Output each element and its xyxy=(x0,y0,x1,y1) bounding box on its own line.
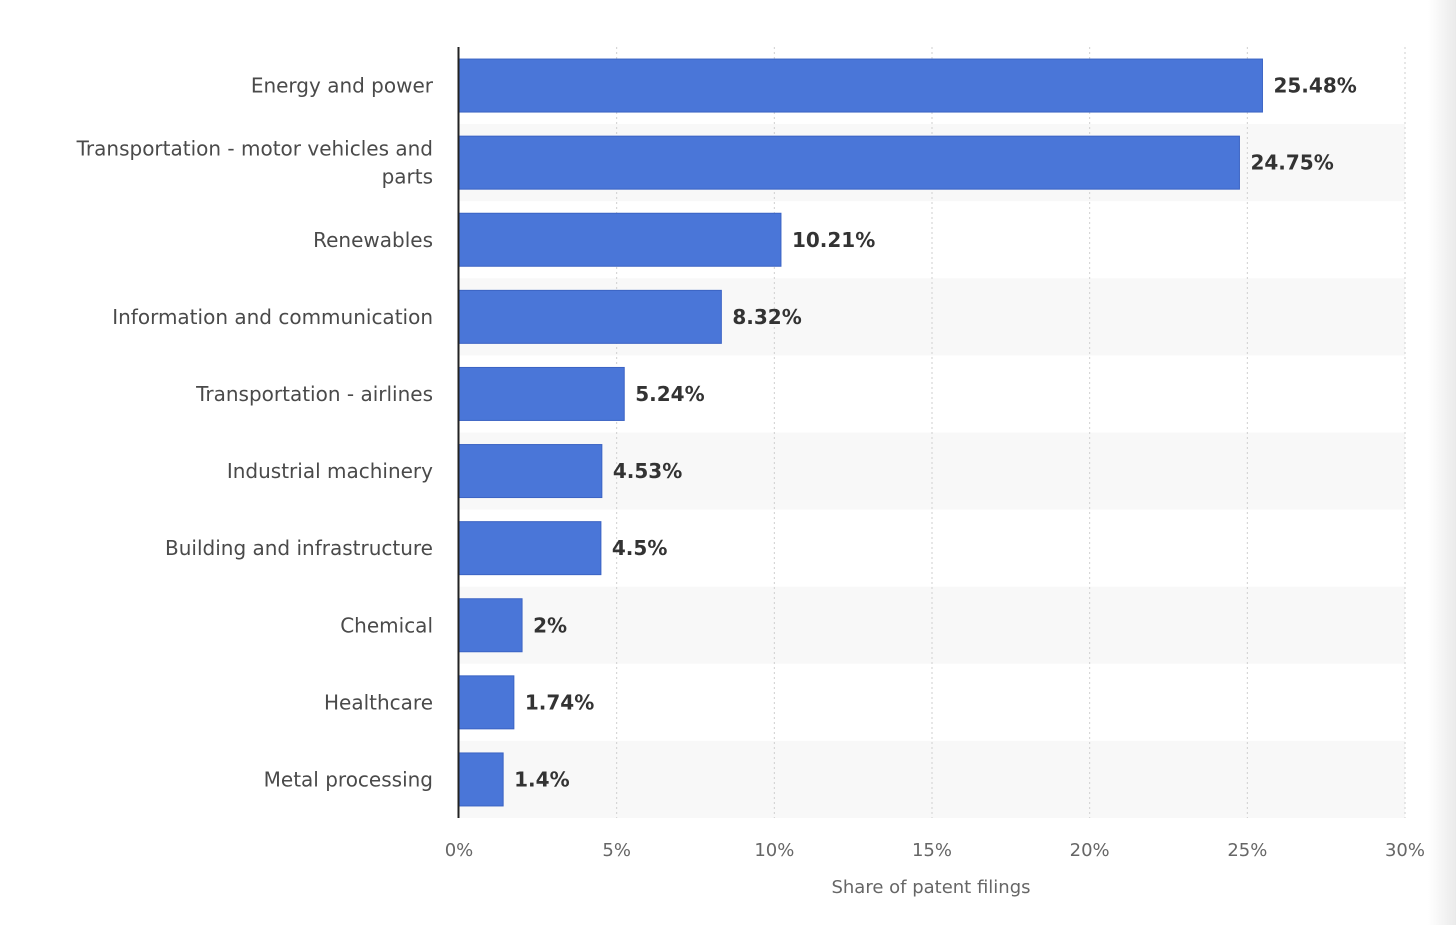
category-label: Industrial machinery xyxy=(227,459,433,483)
labels: 0% 5% 10% 15% 20% 25% 30% 25.48% Energy and powe… xyxy=(76,74,1425,861)
category-label: Transportation - motor vehicles and parts xyxy=(76,137,433,189)
gridlines xyxy=(616,47,1406,818)
bars xyxy=(458,58,1263,807)
category-label: Information and communication xyxy=(112,305,433,329)
x-axis-title: Share of patent filings xyxy=(831,877,1030,898)
x-tick-label: 0% xyxy=(445,840,474,861)
category-label: Metal processing xyxy=(264,767,433,791)
bar xyxy=(458,58,1263,113)
data-label: 4.53% xyxy=(613,459,682,483)
category-label: Building and infrastructure xyxy=(165,536,433,560)
x-tick-label: 10% xyxy=(754,840,794,861)
data-label: 1.4% xyxy=(514,767,569,791)
x-tick-label: 15% xyxy=(912,840,952,861)
row-band xyxy=(459,586,1405,664)
category-label: Transportation - airlines xyxy=(195,382,433,406)
bar xyxy=(458,135,1240,190)
data-label: 10.21% xyxy=(792,228,875,252)
bar xyxy=(458,444,603,499)
bar xyxy=(458,598,523,653)
data-label: 1.74% xyxy=(525,690,594,714)
bar xyxy=(458,212,782,267)
bar xyxy=(458,289,722,344)
bar xyxy=(458,752,504,807)
x-tick-label: 20% xyxy=(1070,840,1110,861)
data-label: 8.32% xyxy=(732,305,801,329)
bar xyxy=(458,366,625,421)
right-edge-shadow xyxy=(1428,0,1456,925)
data-label: 5.24% xyxy=(635,382,704,406)
category-label: Chemical xyxy=(340,613,433,637)
x-tick-label: 5% xyxy=(602,840,631,861)
data-label: 2% xyxy=(533,613,567,637)
bar xyxy=(458,521,602,576)
category-label: Energy and power xyxy=(251,74,434,98)
category-label: Renewables xyxy=(313,228,433,252)
row-band xyxy=(459,432,1405,510)
x-tick-label: 25% xyxy=(1227,840,1267,861)
data-label: 24.75% xyxy=(1250,151,1333,175)
x-tick-label: 30% xyxy=(1385,840,1425,861)
data-label: 25.48% xyxy=(1273,74,1356,98)
category-label: Healthcare xyxy=(324,690,433,714)
row-bands xyxy=(459,124,1405,818)
bar xyxy=(458,675,515,730)
data-label: 4.5% xyxy=(612,536,667,560)
